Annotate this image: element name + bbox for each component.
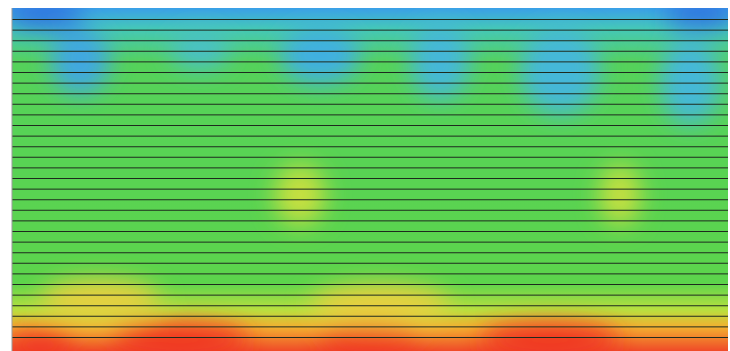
- contour-lines: [12, 19, 728, 338]
- warm-patch: [40, 280, 160, 320]
- hot-patch: [320, 328, 420, 351]
- cool-patch: [520, 25, 600, 115]
- cool-patch: [50, 25, 110, 95]
- cool-patch: [280, 25, 360, 85]
- cold-patch: [665, 8, 728, 28]
- cool-patch: [170, 30, 230, 70]
- cool-patch: [660, 35, 720, 125]
- warm-patch: [600, 165, 640, 225]
- cool-patch: [410, 20, 470, 100]
- warm-patch: [275, 165, 325, 225]
- cold-patch: [12, 8, 85, 28]
- warm-patch: [310, 285, 450, 325]
